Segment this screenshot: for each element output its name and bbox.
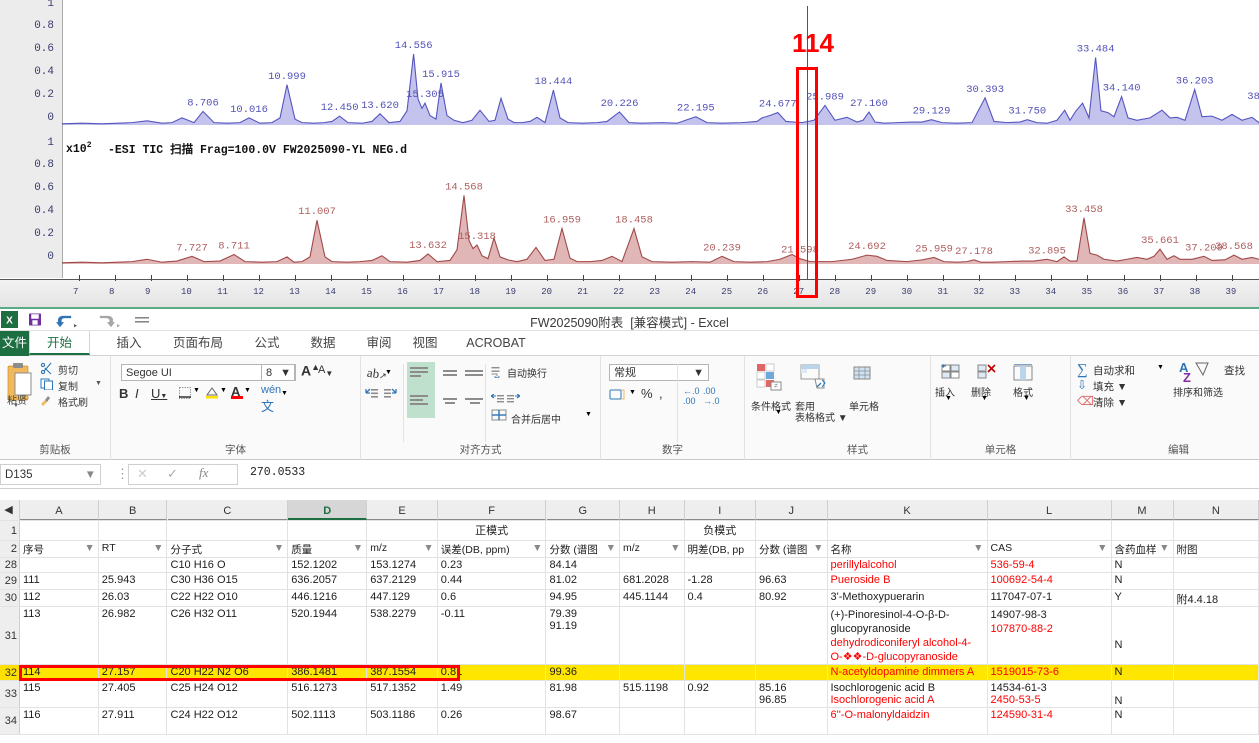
- svg-text:38.172: 38.172: [1247, 91, 1259, 103]
- svg-text:24.692: 24.692: [848, 241, 886, 253]
- svg-text:11.007: 11.007: [298, 206, 336, 218]
- svg-text:15.915: 15.915: [422, 69, 460, 81]
- svg-text:33.484: 33.484: [1077, 44, 1115, 56]
- svg-text:≠: ≠: [774, 383, 778, 390]
- svg-text:13.632: 13.632: [409, 240, 447, 252]
- svg-text:27.178: 27.178: [955, 246, 993, 258]
- svg-text:15.305: 15.305: [406, 89, 444, 101]
- svg-text:27.160: 27.160: [850, 98, 888, 110]
- svg-text:16.959: 16.959: [543, 215, 581, 227]
- svg-text:32.895: 32.895: [1028, 245, 1066, 257]
- svg-text:10.999: 10.999: [268, 71, 306, 83]
- svg-text:38.568: 38.568: [1215, 241, 1253, 253]
- svg-text:13.620: 13.620: [361, 100, 399, 112]
- svg-text:7.727: 7.727: [176, 242, 208, 254]
- svg-text:12.450: 12.450: [321, 102, 359, 114]
- svg-text:8.706: 8.706: [187, 97, 219, 109]
- svg-text:8.711: 8.711: [218, 241, 250, 253]
- svg-text:35.661: 35.661: [1141, 235, 1179, 247]
- svg-text:20.226: 20.226: [601, 98, 639, 110]
- svg-text:22.195: 22.195: [677, 103, 715, 115]
- svg-text:14.568: 14.568: [445, 181, 483, 193]
- svg-text:18.444: 18.444: [534, 76, 572, 88]
- svg-text:18.458: 18.458: [615, 215, 653, 227]
- svg-text:25.959: 25.959: [915, 244, 953, 256]
- svg-text:31.750: 31.750: [1008, 106, 1046, 118]
- svg-text:33.458: 33.458: [1065, 204, 1103, 216]
- svg-text:20.239: 20.239: [703, 242, 741, 254]
- svg-text:14.556: 14.556: [395, 40, 433, 52]
- svg-text:30.393: 30.393: [966, 84, 1004, 96]
- svg-text:29.129: 29.129: [913, 106, 951, 118]
- svg-text:24.677: 24.677: [759, 99, 797, 111]
- svg-text:34.140: 34.140: [1103, 83, 1141, 95]
- svg-text:15.318: 15.318: [458, 231, 496, 243]
- svg-text:36.203: 36.203: [1176, 76, 1214, 88]
- svg-text:10.016: 10.016: [230, 104, 268, 116]
